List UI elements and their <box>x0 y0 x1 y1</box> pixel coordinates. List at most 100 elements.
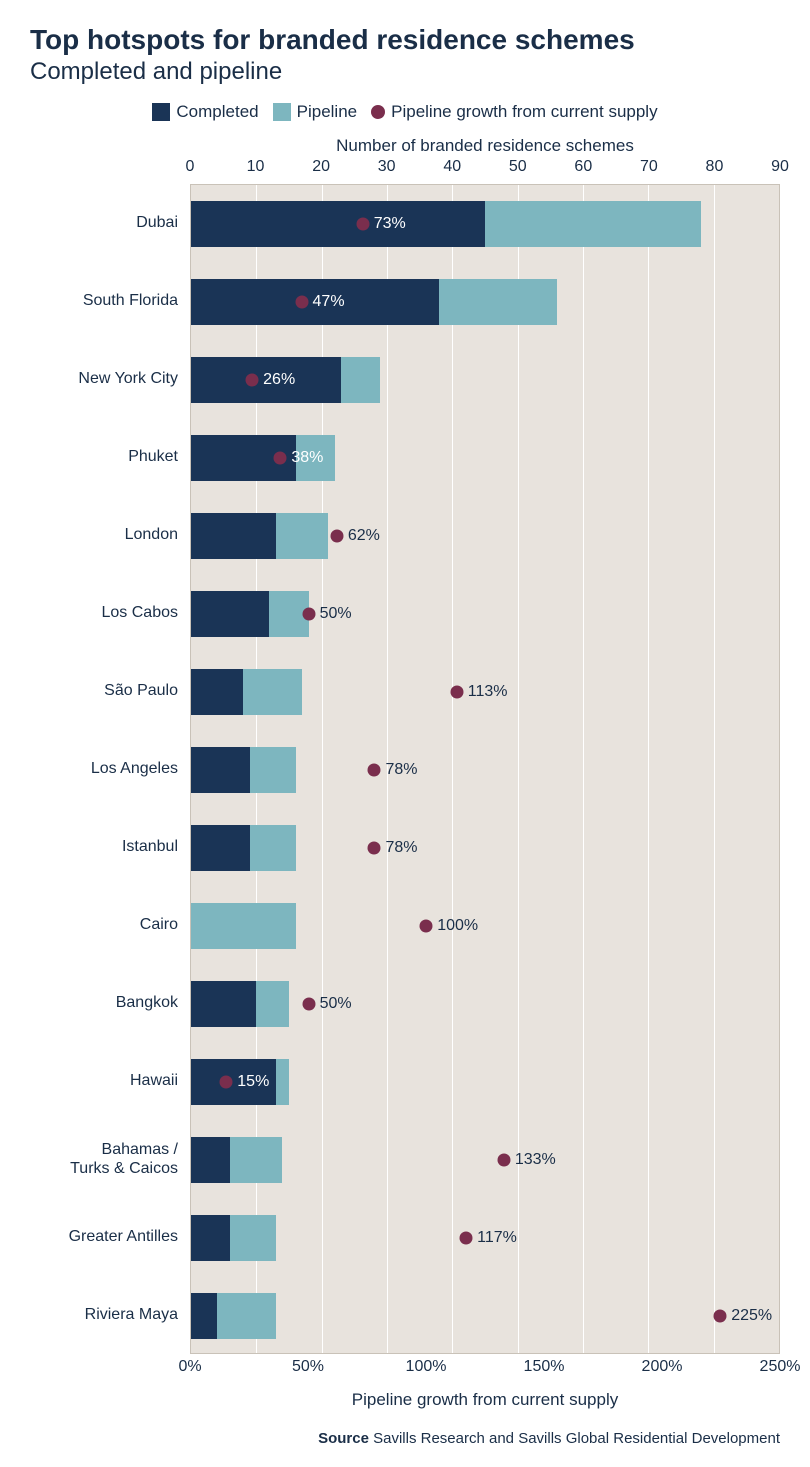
legend-growth-dot <box>371 105 385 119</box>
chart-row: 225% <box>191 1277 779 1355</box>
category-label: New York City <box>30 340 190 418</box>
bar-completed <box>191 981 256 1027</box>
bar-completed <box>191 825 250 871</box>
growth-label: 113% <box>468 683 508 701</box>
top-axis-tick: 10 <box>247 158 265 176</box>
growth-dot <box>295 296 308 309</box>
growth-label: 225% <box>731 1307 772 1325</box>
bar-completed <box>191 669 243 715</box>
bar-track <box>191 591 309 637</box>
category-label: Hawaii <box>30 1042 190 1120</box>
plot-column: 0102030405060708090 73%47%26%38%62%50%11… <box>190 158 780 1386</box>
bottom-axis-tick: 100% <box>406 1358 447 1376</box>
labels-column: DubaiSouth FloridaNew York CityPhuketLon… <box>30 158 190 1386</box>
chart-row: 47% <box>191 263 779 341</box>
growth-label: 73% <box>374 215 406 233</box>
growth-dot <box>368 764 381 777</box>
source-label: Source <box>318 1430 369 1447</box>
legend-pipeline-label: Pipeline <box>297 102 358 122</box>
chart-row: 62% <box>191 497 779 575</box>
category-label: Los Angeles <box>30 730 190 808</box>
category-label: Greater Antilles <box>30 1198 190 1276</box>
top-axis: 0102030405060708090 <box>190 158 780 184</box>
chart-row: 26% <box>191 341 779 419</box>
bar-completed <box>191 1137 230 1183</box>
bar-completed <box>191 591 269 637</box>
category-label: Bahamas /Turks & Caicos <box>30 1120 190 1198</box>
top-axis-tick: 20 <box>312 158 330 176</box>
category-label: Bangkok <box>30 964 190 1042</box>
bottom-axis-tick: 0% <box>178 1358 201 1376</box>
growth-label: 15% <box>237 1073 269 1091</box>
legend-pipeline-swatch <box>273 103 291 121</box>
top-axis-title: Number of branded residence schemes <box>190 136 780 156</box>
chart-row: 133% <box>191 1121 779 1199</box>
bar-completed <box>191 1293 217 1339</box>
chart-row: 38% <box>191 419 779 497</box>
bottom-axis-tick: 250% <box>760 1358 801 1376</box>
growth-label: 100% <box>437 917 478 935</box>
plot-area: 73% 47%26%38%62% 50% 113% 78% 78% 100% 50% 15% 13… <box>190 184 780 1354</box>
chart-row: 15% <box>191 1043 779 1121</box>
growth-dot <box>497 1154 510 1167</box>
bar-pipeline <box>243 669 302 715</box>
category-label: São Paulo <box>30 652 190 730</box>
bar-track <box>191 201 701 247</box>
bar-pipeline <box>439 279 557 325</box>
bottom-axis-title: Pipeline growth from current supply <box>190 1390 780 1410</box>
growth-dot <box>330 530 343 543</box>
bottom-axis: 0%50%100%150%200%250% <box>190 1358 780 1386</box>
category-label: London <box>30 496 190 574</box>
legend-pipeline: Pipeline <box>273 102 358 122</box>
bar-pipeline <box>256 981 289 1027</box>
chart-row: 100% <box>191 887 779 965</box>
bar-pipeline <box>276 513 328 559</box>
top-axis-tick: 70 <box>640 158 658 176</box>
bar-completed <box>191 201 485 247</box>
growth-label: 50% <box>320 605 352 623</box>
top-axis-tick: 80 <box>706 158 724 176</box>
category-label: Istanbul <box>30 808 190 886</box>
top-axis-tick: 40 <box>443 158 461 176</box>
bar-pipeline <box>485 201 701 247</box>
bar-pipeline <box>191 903 296 949</box>
bar-pipeline <box>250 825 296 871</box>
chart-row: 78% <box>191 809 779 887</box>
growth-label: 50% <box>320 995 352 1013</box>
bar-pipeline <box>341 357 380 403</box>
bar-track <box>191 513 328 559</box>
bottom-axis-tick: 50% <box>292 1358 324 1376</box>
bar-pipeline <box>230 1215 276 1261</box>
chart-row: 117% <box>191 1199 779 1277</box>
source-line: Source Savills Research and Savills Glob… <box>30 1430 780 1447</box>
growth-dot <box>356 218 369 231</box>
growth-label: 117% <box>477 1229 517 1247</box>
chart-row: 113% <box>191 653 779 731</box>
growth-dot <box>220 1076 233 1089</box>
bar-track <box>191 981 289 1027</box>
bar-track <box>191 747 296 793</box>
bar-track <box>191 279 557 325</box>
chart-row: 78% <box>191 731 779 809</box>
top-axis-tick: 60 <box>574 158 592 176</box>
category-label: Los Cabos <box>30 574 190 652</box>
growth-dot <box>302 998 315 1011</box>
chart-row: 73% <box>191 185 779 263</box>
bar-pipeline <box>250 747 296 793</box>
growth-dot <box>274 452 287 465</box>
bar-pipeline <box>276 1059 289 1105</box>
source-text: Savills Research and Savills Global Resi… <box>373 1430 780 1447</box>
chart: DubaiSouth FloridaNew York CityPhuketLon… <box>30 158 780 1386</box>
bar-completed <box>191 747 250 793</box>
growth-label: 78% <box>385 839 417 857</box>
growth-dot <box>460 1232 473 1245</box>
chart-title: Top hotspots for branded residence schem… <box>30 24 780 56</box>
bar-pipeline <box>217 1293 276 1339</box>
top-axis-tick: 90 <box>771 158 789 176</box>
bar-track <box>191 1137 282 1183</box>
top-axis-tick: 0 <box>186 158 195 176</box>
bar-track <box>191 669 302 715</box>
chart-row: 50% <box>191 575 779 653</box>
growth-dot <box>450 686 463 699</box>
chart-subtitle: Completed and pipeline <box>30 58 780 86</box>
